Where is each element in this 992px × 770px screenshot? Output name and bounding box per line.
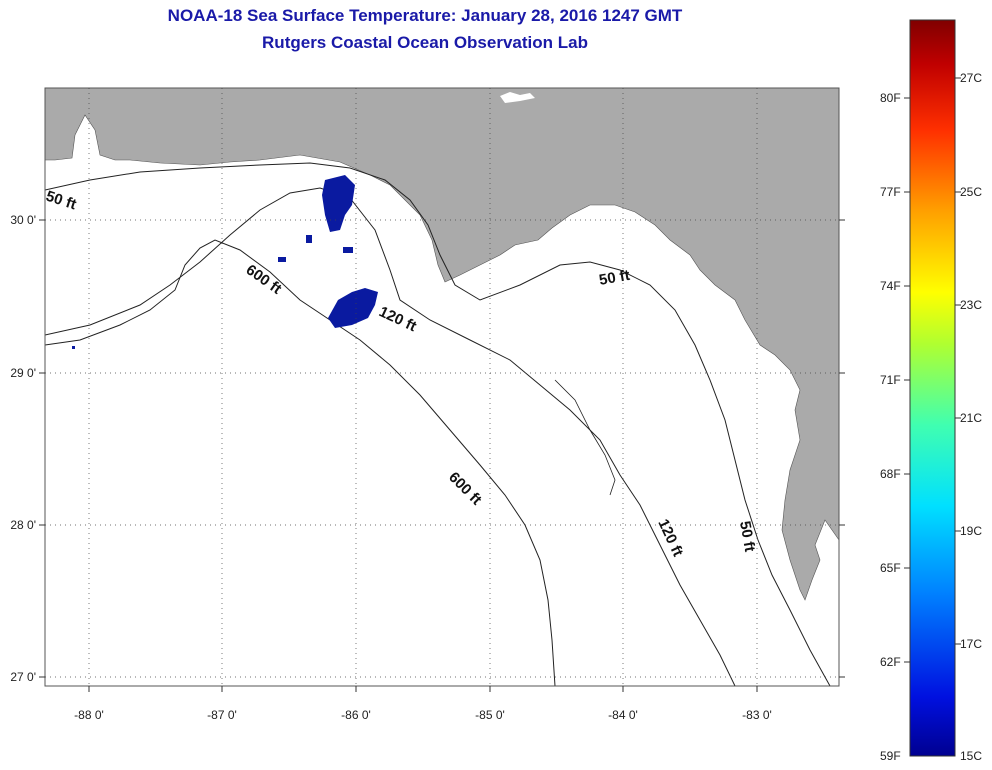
contour-label: 50 ft <box>598 267 631 289</box>
colorbar-c-label: 19C <box>960 524 983 538</box>
sst-observations <box>72 175 378 349</box>
colorbar-f-label: 59F <box>880 749 901 763</box>
lon-tick-label: -86 0' <box>341 708 371 722</box>
colorbar-f-label: 65F <box>880 561 901 575</box>
colorbar-c-label: 25C <box>960 185 983 199</box>
lon-tick-label: -88 0' <box>74 708 104 722</box>
colorbar-c-label: 15C <box>960 749 983 763</box>
lat-tick-label: 29 0' <box>10 366 36 380</box>
right-axis-ticks <box>839 219 845 678</box>
chart-title: NOAA-18 Sea Surface Temperature: January… <box>167 6 683 25</box>
land <box>45 88 839 601</box>
colorbar-f-label: 74F <box>880 279 901 293</box>
contour-50ft <box>45 162 831 686</box>
tick-marks <box>39 219 758 692</box>
lake <box>500 92 535 103</box>
lat-tick-label: 30 0' <box>10 213 36 227</box>
lon-tick-label: -83 0' <box>742 708 772 722</box>
colorbar-f-label: 71F <box>880 373 901 387</box>
chart-subtitle: Rutgers Coastal Ocean Observation Lab <box>262 33 588 52</box>
colorbar-f-label: 77F <box>880 185 901 199</box>
contour-120ft <box>45 187 736 686</box>
colorbar-f-label: 62F <box>880 655 901 669</box>
colorbar-c-label: 27C <box>960 71 983 85</box>
lon-tick-label: -85 0' <box>475 708 505 722</box>
lon-tick-label: -87 0' <box>207 708 237 722</box>
colorbar-ticks <box>904 77 961 663</box>
colorbar-c-label: 17C <box>960 637 983 651</box>
lat-tick-label: 27 0' <box>10 670 36 684</box>
contour-label: 50 ft <box>736 520 758 553</box>
colorbar-f-label: 68F <box>880 467 901 481</box>
map-frame <box>44 87 840 687</box>
lon-tick-label: -84 0' <box>608 708 638 722</box>
colorbar-c-label: 23C <box>960 298 983 312</box>
colorbar <box>909 19 956 757</box>
lat-tick-label: 28 0' <box>10 518 36 532</box>
colorbar-f-label: 80F <box>880 91 901 105</box>
colorbar-c-label: 21C <box>960 411 983 425</box>
